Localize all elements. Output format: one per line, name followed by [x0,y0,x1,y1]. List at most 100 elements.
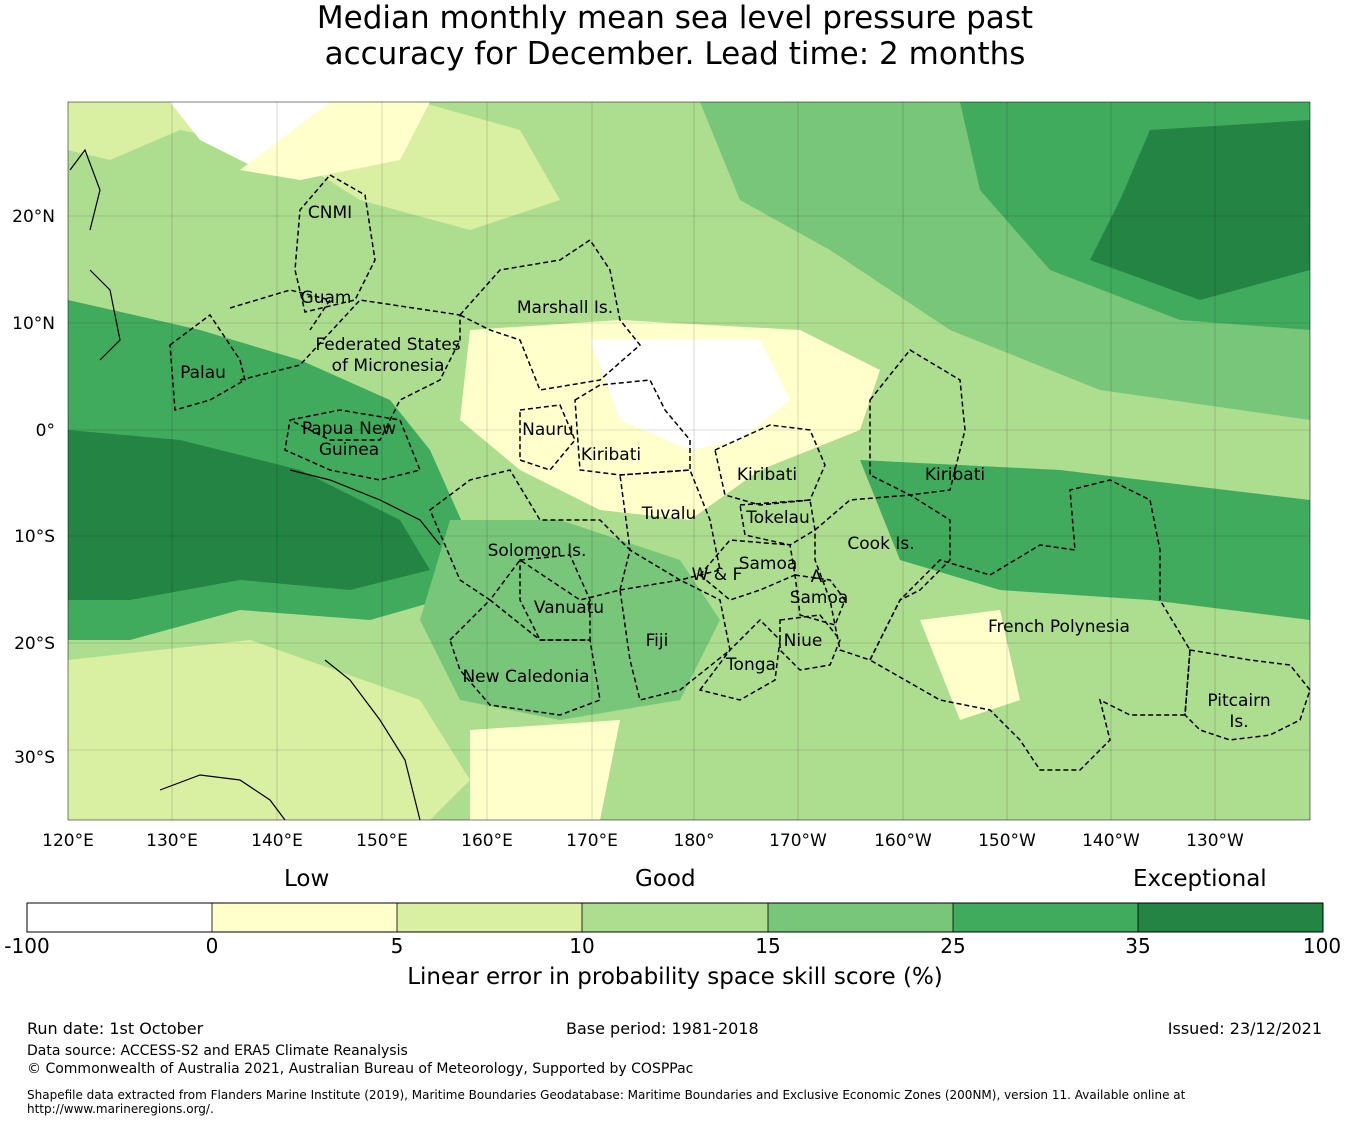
lon-tick: 140°E [251,831,303,851]
colorbar-swatch [397,903,582,932]
philippines-coast [89,269,121,361]
colorbar-dividers [211,903,1139,932]
region-label-samoa: Samoa [739,554,798,574]
boundary-cnmi [294,174,376,313]
zone-eq-none [590,340,790,450]
lon-tick: 150°E [356,831,408,851]
region-label-palau: Palau [180,363,226,383]
australia-south-coast [159,774,286,820]
zone-nw-low [240,102,430,180]
colorbar-swatch [212,903,397,932]
asia-coast [69,148,101,231]
lon-tick: 130°W [1186,831,1244,851]
region-label-wallis-futuna: W & F [692,565,743,585]
boundary-png [284,409,422,481]
region-label-american-1: A. [811,567,828,587]
colorbar-tick: 100 [1302,934,1342,958]
lon-tick: 170°E [566,831,618,851]
boundary-kiribati-line [869,349,966,496]
issued-date: Issued: 23/12/2021 [1167,1019,1322,1038]
region-label-kiribati-central: Kiribati [737,465,797,485]
boundary-marshall [458,238,642,391]
boundary-cook [814,494,951,661]
colorbar-tick: 25 [940,934,966,958]
lon-tick: 150°W [978,831,1036,851]
colorbar-swatch [1138,903,1323,932]
region-label-guam: Guam [301,288,352,308]
region-label-cnmi: CNMI [308,203,352,223]
region-label-tuvalu: Tuvalu [641,504,697,524]
boundary-pitcairn [1184,649,1311,741]
lon-tick: 130°E [146,831,198,851]
zone-ne-exceptional [1090,120,1310,300]
lat-tick: 10°N [12,314,55,334]
title-line-1: Median monthly mean sea level pressure p… [316,0,1034,36]
colorbar-tick: 0 [205,934,219,958]
run-date: Run date: 1st October [27,1019,204,1038]
region-label-tokelau: Tokelau [745,508,810,528]
lon-tick: 120°E [42,831,94,851]
lon-tick: 160°W [874,831,932,851]
region-label-marshall: Marshall Is. [517,298,613,318]
boundary-fsm [239,299,461,441]
boundary-tonga [698,618,781,701]
colorbar-title: Linear error in probability space skill … [407,964,943,990]
lon-axis: 120°E 130°E 140°E 150°E 160°E 170°E 180°… [42,831,1244,851]
lon-tick: 160°E [461,831,513,851]
shapefile-url: http://www.marineregions.org/. [27,1102,214,1116]
shapefile-credit: Shapefile data extracted from Flanders M… [27,1088,1186,1102]
colorbar-swatch [582,903,768,932]
colorbar-tick: 10 [569,934,595,958]
region-label-nauru: Nauru [522,420,574,440]
region-label-fiji: Fiji [646,631,669,651]
boundary-solomon [429,469,631,602]
region-label-vanuatu: Vanuatu [534,598,604,618]
colorbar-category-low: Low [284,866,330,892]
title-line-2: accuracy for December. Lead time: 2 mont… [324,36,1026,72]
base-period: Base period: 1981-2018 [566,1019,759,1038]
boundary-nauru [519,404,576,471]
boundary-tokelau [739,499,816,546]
region-label-new-caledonia: New Caledonia [462,667,589,687]
region-label-french-polynesia: French Polynesia [988,617,1130,637]
region-label-american-2: Samoa [790,588,849,608]
zone-s-fair [68,640,470,820]
australia-coast [324,659,421,820]
lat-tick: 20°S [14,634,55,654]
colorbar-tick: 5 [390,934,404,958]
zone-sw-good [420,520,720,720]
map-frame [67,101,1311,821]
region-label-fsm-1: Federated States [315,335,460,355]
colorbar-swatch [27,903,212,932]
region-label-cook: Cook Is. [847,534,914,554]
lat-tick: 20°N [12,207,55,227]
region-label-png-1: Papua New [302,419,396,439]
region-label-solomon: Solomon Is. [488,541,587,561]
boundary-french-polynesia [869,479,1191,771]
boundary-palau [169,313,246,411]
skill-field [68,102,1310,820]
data-source: Data source: ACCESS-S2 and ERA5 Climate … [27,1043,408,1059]
region-label-tonga: Tonga [725,655,776,675]
eez-boundaries [169,174,1311,771]
boundary-american-samoa [794,574,846,626]
lon-tick: 180° [674,831,715,851]
lon-tick: 170°W [769,831,827,851]
new-guinea-coast [289,469,441,546]
region-label-fsm-2: of Micronesia [332,356,445,376]
colorbar-swatch [953,903,1138,932]
boundary-kiribati-phoenix [714,424,826,506]
boundary-fiji [619,579,731,701]
zone-s2-low [920,610,1020,720]
colorbar-category-exceptional: Exceptional [1133,866,1267,892]
region-label-pitcairn-2: Is. [1229,712,1248,732]
region-label-niue: Niue [784,631,823,651]
region-label-png-2: Guinea [319,440,379,460]
colorbar-frame [26,902,1324,933]
copyright: © Commonwealth of Australia 2021, Austra… [27,1061,694,1077]
lat-tick: 0° [36,421,55,441]
boundary-niue [779,614,841,671]
colorbar-swatch [768,903,953,932]
region-label-pitcairn-1: Pitcairn [1207,691,1270,711]
